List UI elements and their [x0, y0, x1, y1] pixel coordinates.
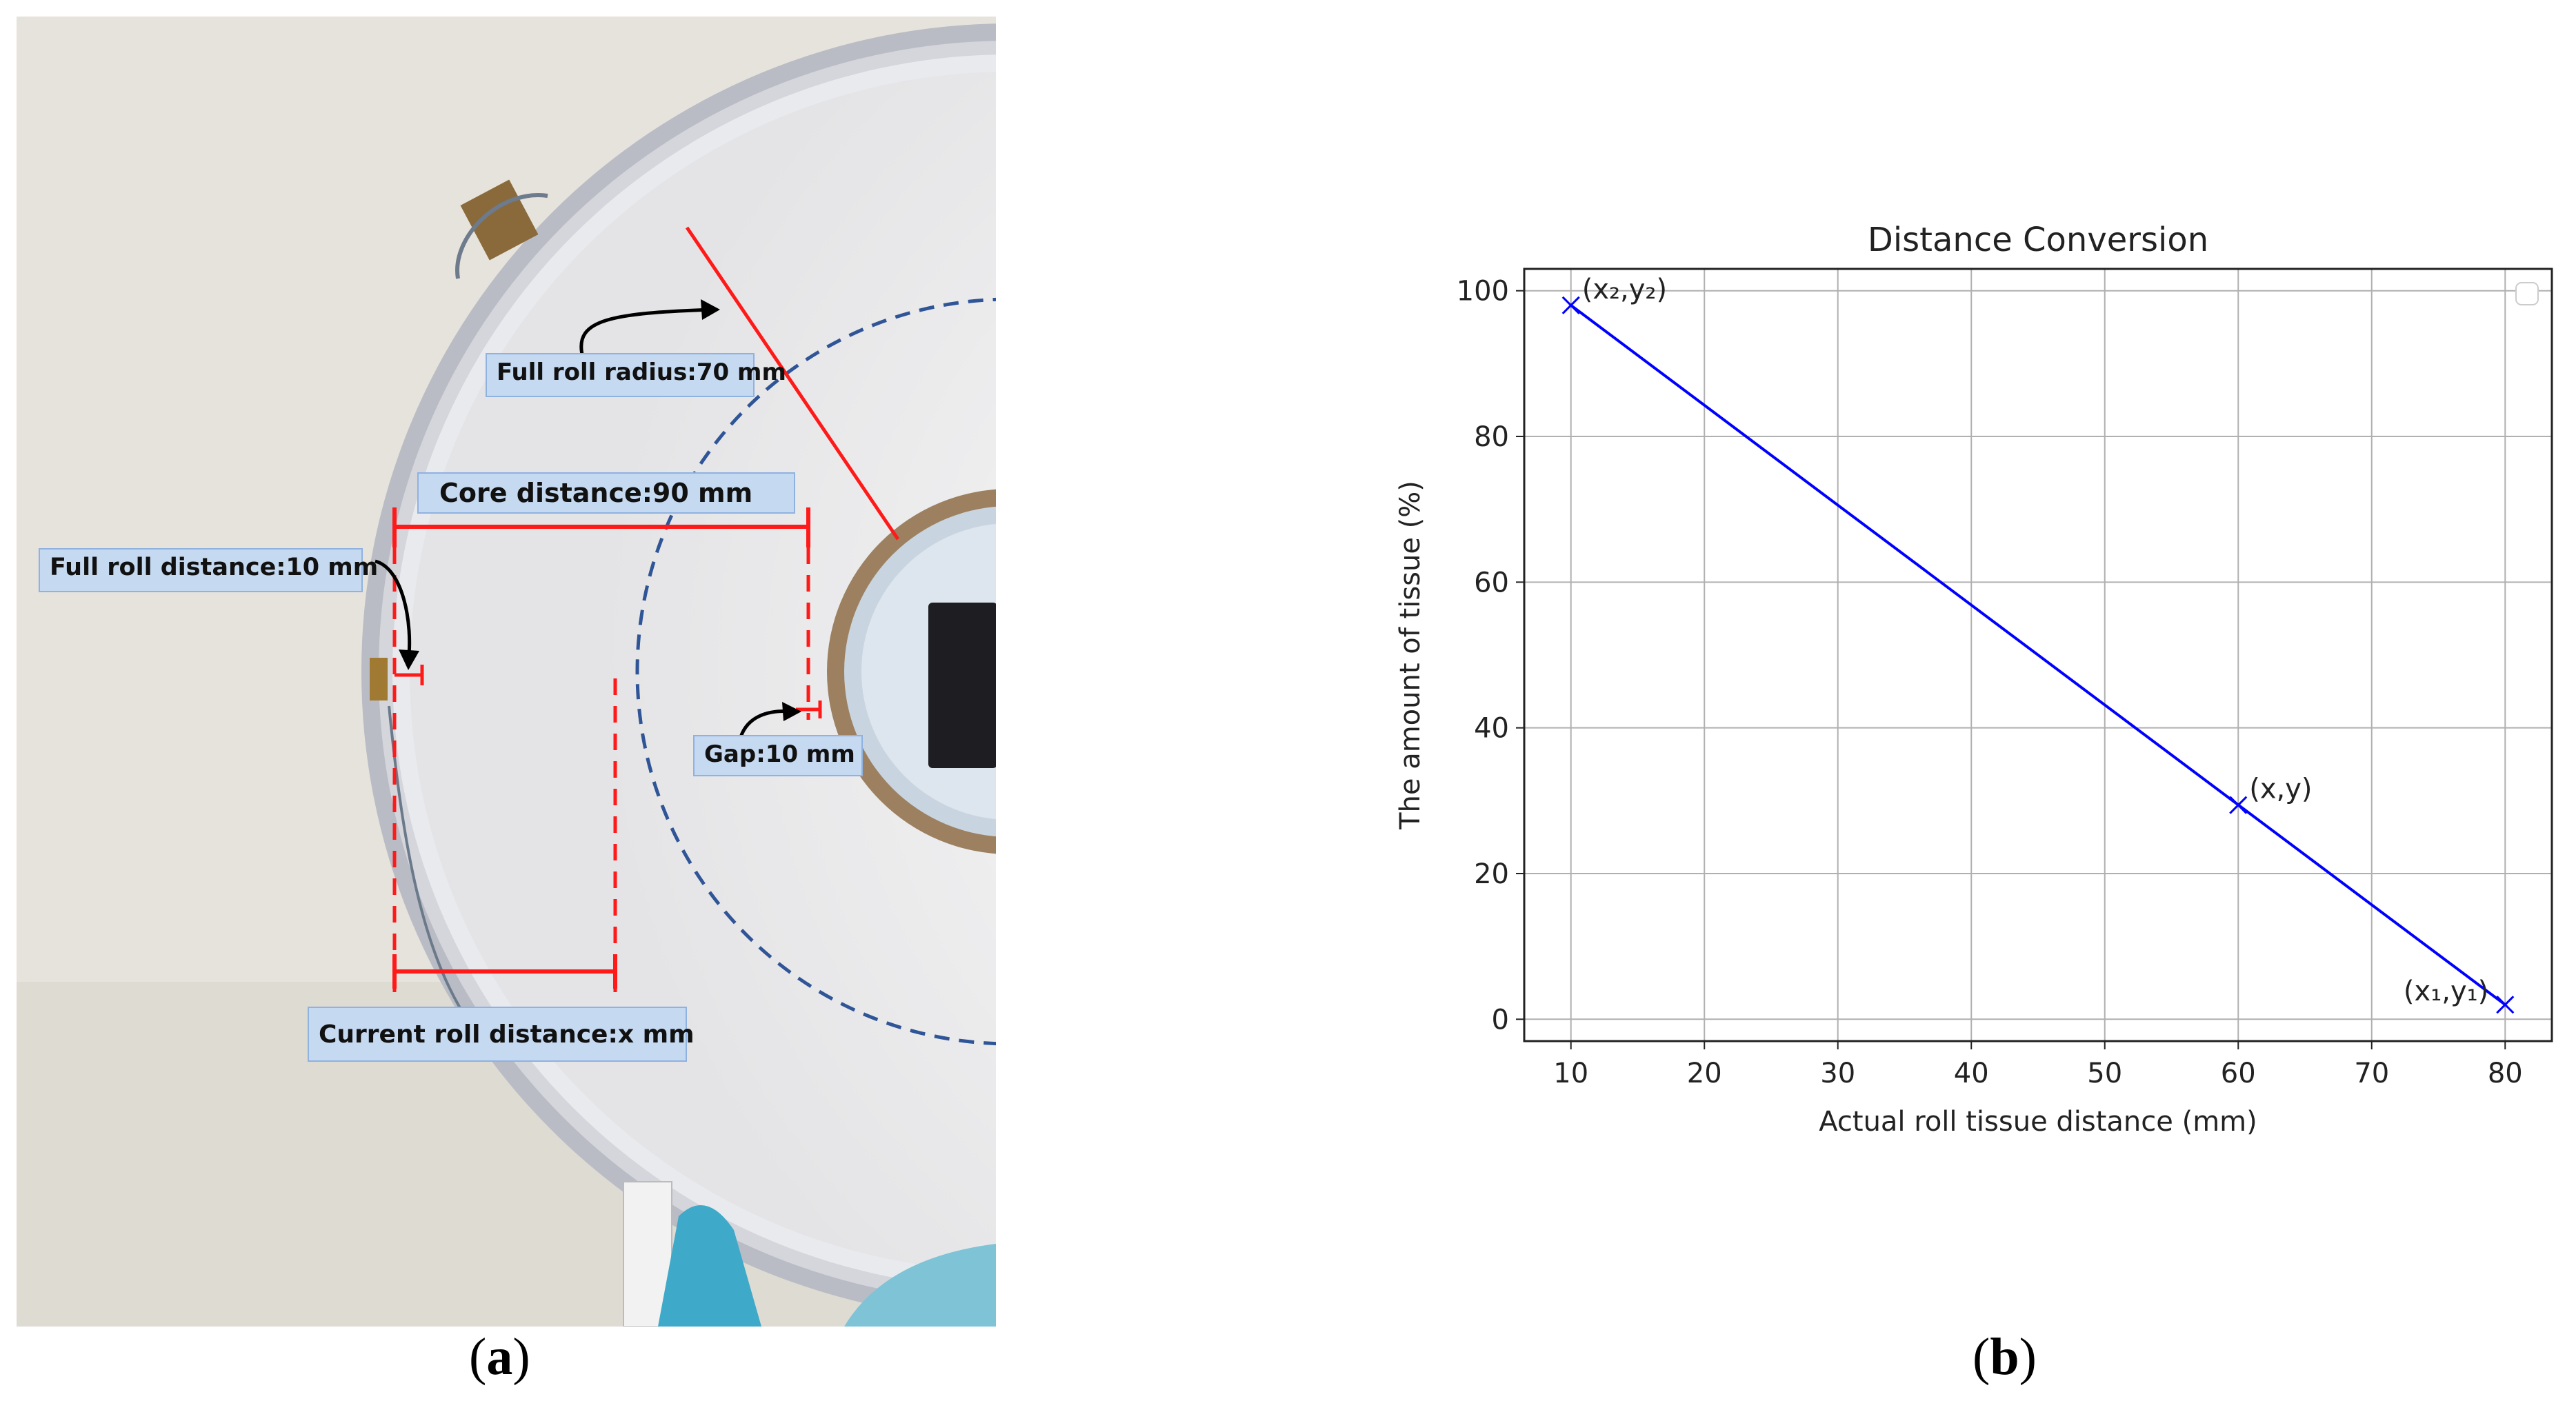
x-tick-label: 10 — [1553, 1058, 1588, 1089]
current-roll-dashed-circle — [635, 297, 996, 1046]
markers: (x₂,y₂) (x,y) (x₁,y₁) — [1561, 274, 2515, 1014]
grid — [1524, 269, 2552, 1041]
panel-a-caption-close: ) — [512, 1328, 530, 1386]
core-distance-label: Core distance:90 mm — [417, 472, 795, 514]
x-tick-label: 20 — [1687, 1058, 1722, 1089]
distance-sensor — [370, 658, 388, 700]
y-tick-label: 0 — [1492, 1004, 1509, 1036]
data-point-label: (x,y) — [2249, 774, 2312, 805]
current-roll-distance-label: Current roll distance:x mm — [308, 1007, 695, 1062]
series — [1570, 304, 2506, 1006]
gap-label: Gap:10 mm — [693, 735, 863, 776]
data-point-label: (x₁,y₁) — [2404, 976, 2488, 1007]
legend-box — [2515, 282, 2539, 305]
full-roll-distance-label: Full roll distance:10 mm — [39, 548, 378, 592]
data-point-marker — [1561, 296, 1580, 314]
x-tick-label: 40 — [1954, 1058, 1989, 1089]
chart-title: Distance Conversion — [1868, 221, 2208, 259]
y-tick-label: 60 — [1474, 567, 1509, 598]
full-roll-radius-line — [685, 226, 900, 541]
y-tick-label: 100 — [1457, 276, 1509, 308]
panel-b-caption-open: ( — [1973, 1328, 1990, 1386]
core-black-tab — [928, 603, 996, 768]
full-roll-radius-label: Full roll radius:70 mm — [486, 353, 786, 397]
arrow-full-roll-distance — [375, 559, 412, 662]
x-axis-label: Actual roll tissue distance (mm) — [1819, 1106, 2257, 1138]
axis-ticks: 10 20 30 40 50 60 70 80 0 20 40 60 80 100 — [1457, 276, 2523, 1089]
y-tick-label: 80 — [1474, 421, 1509, 453]
distance-conversion-chart: 10 20 30 40 50 60 70 80 0 20 40 60 80 100 (x₂,y₂) (x,y… — [1395, 221, 2553, 1138]
x-tick-label: 50 — [2087, 1058, 2122, 1089]
y-axis-label: The amount of tissue (%) — [1395, 481, 1426, 830]
y-tick-label: 40 — [1474, 713, 1509, 745]
y-tick-label: 20 — [1474, 858, 1509, 890]
roll-photo — [17, 17, 996, 1327]
dispenser-teal-tray — [658, 1205, 761, 1327]
panel-a-caption-letter: a — [486, 1328, 513, 1386]
plot-frame — [1523, 268, 2553, 1042]
x-tick-label: 70 — [2354, 1058, 2389, 1089]
panel-a-caption: (a) — [469, 1327, 530, 1387]
x-tick-label: 60 — [2221, 1058, 2256, 1089]
data-point-marker — [2496, 996, 2515, 1014]
panel-a-caption-open: ( — [469, 1328, 487, 1386]
data-point-label: (x₂,y₂) — [1582, 274, 1667, 305]
panel-b-caption: (b) — [1973, 1327, 2037, 1387]
series-line — [1570, 304, 2506, 1006]
x-tick-label: 80 — [2488, 1058, 2523, 1089]
data-point-marker — [2229, 796, 2248, 814]
arrow-full-roll-radius — [579, 308, 714, 355]
panel-b-caption-close: ) — [2019, 1328, 2037, 1386]
panel-b-caption-letter: b — [1990, 1328, 2019, 1386]
x-tick-label: 30 — [1820, 1058, 1855, 1089]
